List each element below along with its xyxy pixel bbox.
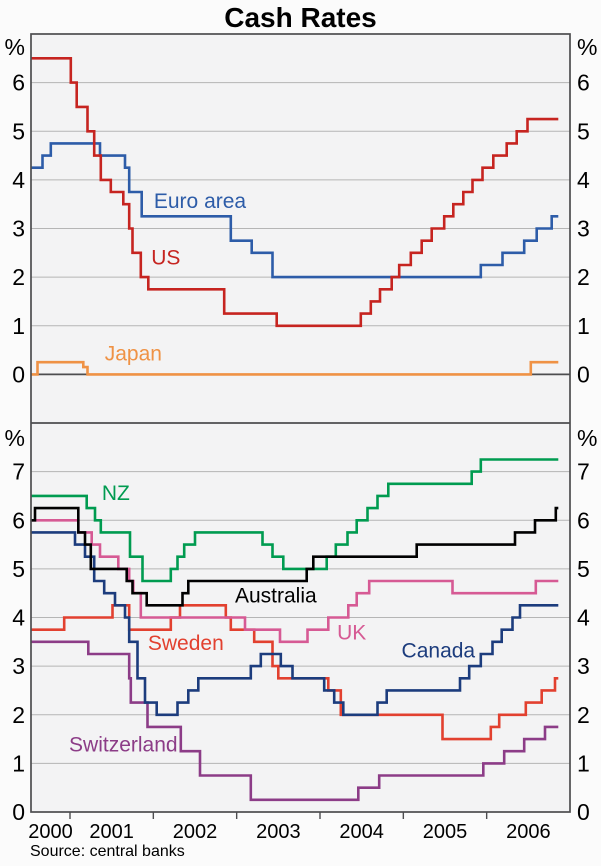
series-label-uk: UK [337, 621, 366, 644]
series-label-japan: Japan [105, 342, 162, 365]
series-line-canada [30, 531, 559, 717]
y-tick-label-right: 1 [577, 313, 590, 339]
x-tick-label: 2006 [506, 821, 551, 843]
y-tick-label-left: 6 [12, 70, 25, 96]
series-line-euro-area [30, 142, 559, 279]
x-tick-label: 2001 [89, 821, 134, 843]
series-line-sweden [30, 604, 559, 741]
x-tick-label: 2004 [339, 821, 384, 843]
y-tick-label-left: 5 [12, 556, 25, 582]
y-tick-label-left: 7 [12, 459, 25, 485]
chart-title: Cash Rates [224, 2, 377, 33]
y-axis-unit-right: % [577, 34, 597, 60]
y-tick-label-right: 7 [577, 459, 590, 485]
y-tick-label-right: 3 [577, 653, 590, 679]
y-tick-label-left: 0 [12, 799, 25, 825]
series-line-us [30, 57, 559, 328]
series-line-australia [30, 506, 559, 607]
y-tick-label-left: 1 [12, 750, 25, 776]
y-tick-label-right: 5 [577, 556, 590, 582]
y-tick-label-right: 6 [577, 507, 590, 533]
y-tick-label-left: 1 [12, 313, 25, 339]
y-tick-label-right: 4 [577, 605, 590, 631]
series-label-sweden: Sweden [148, 632, 224, 655]
y-tick-label-left: 0 [12, 361, 25, 387]
series-line-uk [30, 519, 559, 644]
x-tick-label: 2002 [173, 821, 218, 843]
source-note: Source: central banks [30, 843, 185, 860]
series-label-canada: Canada [402, 639, 476, 662]
y-tick-label-left: 5 [12, 118, 25, 144]
y-axis-unit-left: % [5, 425, 25, 451]
series-label-switzerland: Switzerland [69, 733, 178, 756]
y-tick-label-left: 3 [12, 653, 25, 679]
series-label-euro-area: Euro area [154, 190, 247, 213]
y-tick-label-left: 2 [12, 264, 25, 290]
y-axis-unit-right: % [577, 425, 597, 451]
y-tick-label-left: 2 [12, 702, 25, 728]
y-tick-label-right: 5 [577, 118, 590, 144]
y-tick-label-right: 4 [577, 167, 590, 193]
y-tick-label-right: 2 [577, 264, 590, 290]
series-line-switzerland [30, 640, 559, 802]
x-tick-label: 2000 [28, 821, 73, 843]
y-tick-label-right: 6 [577, 70, 590, 96]
y-tick-label-right: 3 [577, 216, 590, 242]
y-tick-label-right: 1 [577, 750, 590, 776]
y-tick-label-left: 6 [12, 507, 25, 533]
y-tick-label-right: 0 [577, 361, 590, 387]
y-tick-label-left: 4 [12, 605, 25, 631]
y-tick-label-right: 2 [577, 702, 590, 728]
series-label-us: US [151, 247, 180, 270]
series-label-nz: NZ [102, 482, 130, 505]
series-line-japan [30, 360, 559, 376]
y-tick-label-right: 0 [577, 799, 590, 825]
series-label-australia: Australia [235, 584, 317, 607]
series-line-nz [30, 458, 559, 583]
y-tick-label-left: 4 [12, 167, 25, 193]
x-tick-label: 2003 [256, 821, 301, 843]
y-tick-label-left: 3 [12, 216, 25, 242]
x-tick-label: 2005 [423, 821, 468, 843]
y-axis-unit-left: % [5, 34, 25, 60]
